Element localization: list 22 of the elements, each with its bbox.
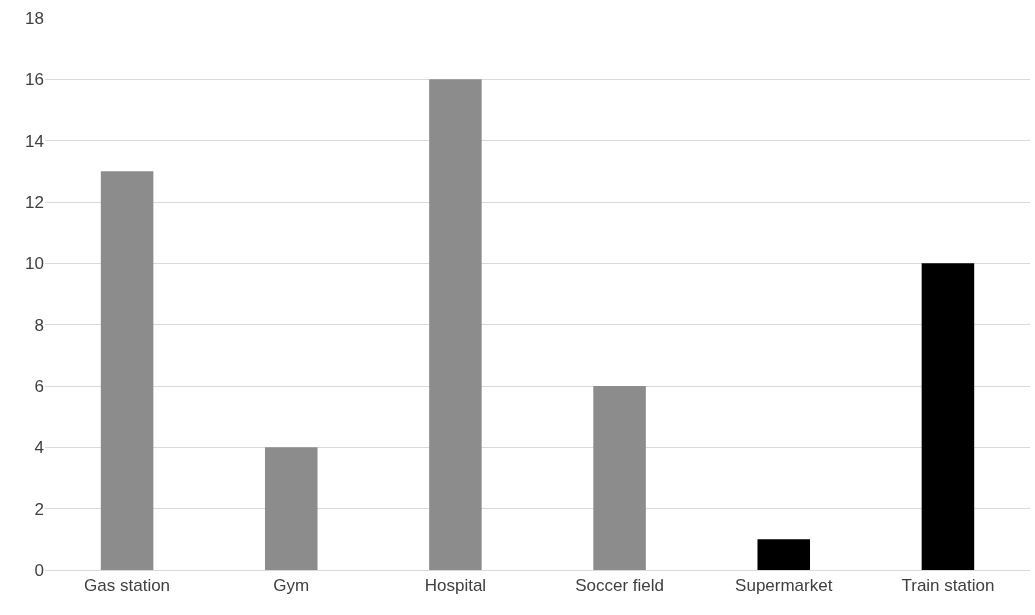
y-tick-label: 12 <box>25 192 44 212</box>
x-tick-label: Gas station <box>84 576 171 596</box>
y-tick-label: 18 <box>25 8 44 28</box>
y-tick-label: 2 <box>34 499 44 519</box>
x-tick-label: Train station <box>901 576 995 596</box>
y-tick-label: 4 <box>34 438 44 458</box>
bar <box>264 447 318 570</box>
bar <box>921 263 975 570</box>
x-tick-label: Gym <box>273 576 310 596</box>
y-tick-label: 0 <box>34 560 44 580</box>
x-tick-label: Supermarket <box>735 576 833 596</box>
x-tick-label: Soccer field <box>575 576 664 596</box>
bar <box>593 386 646 570</box>
y-tick-label: 6 <box>34 376 44 396</box>
y-tick-label: 10 <box>25 254 44 274</box>
x-tick-label: Hospital <box>424 576 487 596</box>
bar <box>757 539 811 570</box>
bar <box>100 171 154 570</box>
y-tick-label: 8 <box>34 315 44 335</box>
y-tick-label: 16 <box>25 70 44 90</box>
bar <box>429 79 482 570</box>
y-tick-label: 14 <box>25 131 44 151</box>
